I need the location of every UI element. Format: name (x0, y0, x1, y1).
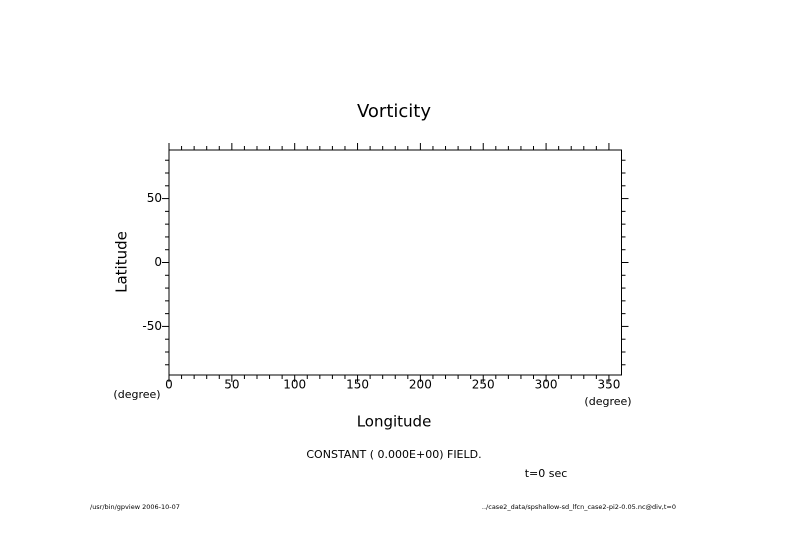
time-label: t=0 sec (525, 467, 568, 480)
chart-title: Vorticity (357, 101, 431, 122)
x-tick-label: 150 (346, 378, 369, 392)
annotation: CONSTANT ( 0.000E+00) FIELD. (306, 448, 481, 461)
footer-right: ../case2_data/spshallow-sd_lfcn_case2-pi… (482, 503, 676, 511)
y-unit: (degree) (113, 388, 160, 401)
x-tick-label: 100 (283, 378, 306, 392)
x-tick-label: 250 (472, 378, 495, 392)
x-tick-label: 50 (224, 378, 239, 392)
y-axis-label: Latitude (113, 231, 131, 293)
x-tick-label: 200 (409, 378, 432, 392)
x-axis-label: Longitude (357, 413, 432, 431)
y-tick-label: 50 (147, 191, 162, 205)
y-tick-label: -50 (142, 319, 162, 333)
plot-frame (168, 149, 622, 376)
x-tick-label: 350 (597, 378, 620, 392)
x-unit: (degree) (584, 395, 631, 408)
footer-left: /usr/bin/gpview 2006-10-07 (90, 503, 180, 511)
x-tick-label: 300 (535, 378, 558, 392)
x-tick-label: 0 (165, 378, 173, 392)
y-tick-label: 0 (154, 255, 162, 269)
